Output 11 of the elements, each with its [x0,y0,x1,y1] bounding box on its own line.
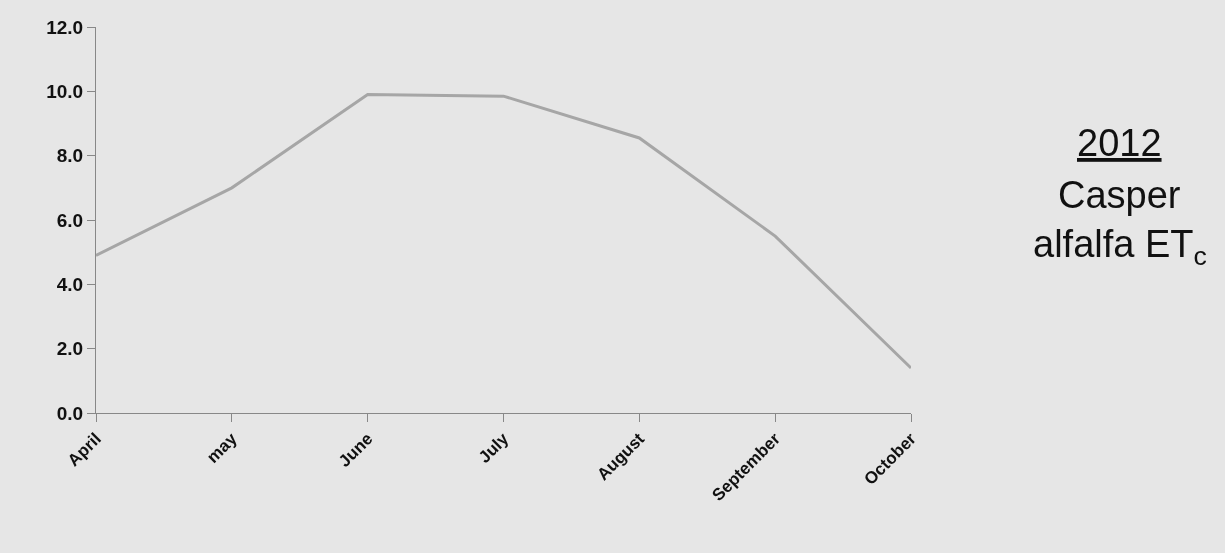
y-tick-label: 2.0 [56,338,84,360]
y-tick-label: 12.0 [46,16,84,38]
y-tick-label: 0.0 [56,402,84,424]
line-series [96,93,911,370]
text: 2012 [1077,122,1162,164]
y-tick-label: 4.0 [56,273,84,295]
y-tick-label: 6.0 [56,209,84,231]
y-tick-label: 8.0 [56,145,84,167]
text: Casper [1058,174,1181,216]
text: alfalfa ET$_{c}$ [1033,223,1207,271]
y-tick-label: 10.0 [46,80,84,102]
